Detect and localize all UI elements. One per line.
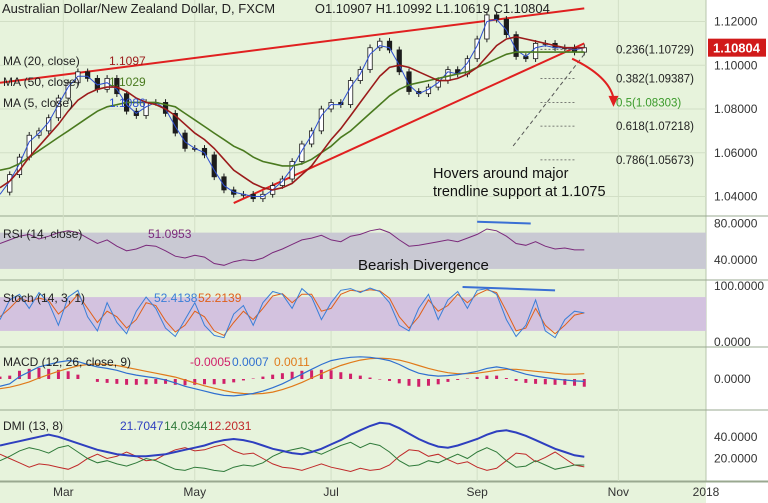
macd-legend-label: MACD (12, 26, close, 9): [3, 355, 131, 369]
annotation-text: Hovers around major: [433, 166, 569, 182]
macd-line: [0, 356, 585, 397]
fib-label: 0.382(1.09387): [616, 74, 694, 86]
candle-body: [279, 178, 286, 186]
rsi-band: [0, 232, 706, 269]
fib-label: 0.618(1.07218): [616, 121, 694, 133]
candle-body: [406, 71, 412, 92]
candle-body: [85, 71, 91, 79]
candle-body: [386, 40, 393, 51]
x-tick-label: May: [183, 485, 206, 499]
candle-body: [328, 102, 334, 110]
last-price-tag: [708, 38, 766, 57]
y-tick-label: 1.10000: [714, 58, 758, 72]
last-price-label: 1.10804: [713, 41, 761, 56]
candle-body: [182, 132, 188, 149]
candle-body: [484, 14, 490, 40]
ohlc-open: O1.10907: [314, 1, 372, 16]
rsi-legend-label: RSI (14, close): [3, 227, 82, 241]
macd-legend-value: 0.0011: [274, 355, 310, 369]
down-arrow-head: [608, 95, 619, 107]
ohlc-low: L1.10619: [435, 1, 490, 16]
down-arrow: [571, 57, 615, 99]
annotation-text: trendline support at 1.1075: [433, 184, 606, 200]
dmi-legend-value: 21.7047: [120, 419, 164, 433]
ma20-line: [0, 35, 585, 191]
price-axis-strip: [706, 0, 768, 503]
x-tick-label: 2018: [693, 485, 720, 499]
x-tick-label: Jul: [323, 485, 338, 499]
dmi-y-tick: 40.0000: [714, 430, 758, 444]
candle-body: [347, 80, 354, 106]
candle-body: [367, 47, 373, 71]
candle-body: [299, 143, 305, 162]
candle-body: [309, 130, 315, 145]
y-tick-label: 1.12000: [714, 15, 758, 29]
candle-body: [114, 77, 120, 95]
stoch-divergence-line: [462, 285, 556, 292]
candle-body: [221, 176, 227, 191]
x-tick-label: Nov: [608, 485, 629, 499]
stoch-legend-label: Stoch (14, 3, 1): [3, 291, 85, 305]
ma-legend-label: MA (20, close): [3, 54, 80, 68]
macd-legend-value: -0.0005: [190, 355, 231, 369]
rsi-line: [0, 228, 585, 266]
ma-legend-value: 1.1097: [109, 54, 146, 68]
candle-body: [377, 40, 383, 49]
dmi-adx-line: [0, 421, 585, 458]
fib-label: 0.236(1.10729): [616, 44, 694, 56]
candle-body: [503, 18, 509, 36]
x-tick-label: Sep: [466, 485, 488, 499]
fib-label: 0.5(1.08303): [616, 97, 681, 109]
x-tick-label: Mar: [53, 485, 74, 499]
rsi-y-tick: 40.0000: [714, 253, 758, 267]
ma5-line: [0, 18, 585, 197]
dmi-legend-value: 14.0344: [164, 419, 208, 433]
ohlc-close: C1.10804: [493, 1, 550, 16]
macd-legend-value: 0.0007: [232, 355, 269, 369]
projection-arrow: [510, 54, 585, 149]
dmi-minus-line: [0, 443, 585, 473]
stoch-legend-value: 52.2139: [198, 291, 242, 305]
rsi-y-tick: 80.0000: [714, 217, 758, 231]
rsi-divergence-line: [477, 220, 531, 225]
dmi-legend-value: 12.2031: [208, 419, 252, 433]
y-tick-label: 1.06000: [714, 146, 758, 160]
ma-legend-label: MA (50, close): [3, 75, 80, 89]
candle-body: [75, 71, 81, 84]
y-tick-label: 1.08000: [714, 102, 758, 116]
candle-body: [532, 42, 539, 60]
chart-title-bar: Australian Dollar/New Zealand Dollar, D,…: [2, 1, 550, 16]
candle-body: [357, 69, 363, 81]
macd-y-tick: 0.0000: [714, 372, 751, 386]
divergence-label: Bearish Divergence: [358, 257, 489, 274]
stoch-y-tick: 0.0000: [714, 335, 751, 349]
y-tick-label: 1.04000: [714, 190, 758, 204]
dmi-plus-line: [0, 441, 585, 473]
ma-legend-label: MA (5, close): [3, 96, 73, 110]
ohlc-high: H1.10992: [375, 1, 432, 16]
ma50-line: [0, 51, 585, 171]
stoch-legend-value: 52.4138: [154, 291, 198, 305]
macd-signal-line: [0, 357, 585, 395]
candle-body: [16, 156, 23, 176]
candle-body: [318, 108, 324, 132]
stoch-y-tick: 100.0000: [714, 279, 764, 293]
ma-legend-value: 1.1029: [109, 75, 146, 89]
dmi-legend-label: DMI (13, 8): [3, 419, 63, 433]
rsi-legend-value: 51.0953: [148, 227, 192, 241]
stoch-band: [0, 297, 706, 331]
ma-legend-value: 1.1086: [109, 96, 146, 110]
fib-label: 0.786(1.05673): [616, 155, 694, 167]
chart-title: Australian Dollar/New Zealand Dollar, D,…: [2, 1, 276, 16]
dmi-y-tick: 20.0000: [714, 452, 758, 466]
stoch-d-line: [0, 289, 585, 337]
